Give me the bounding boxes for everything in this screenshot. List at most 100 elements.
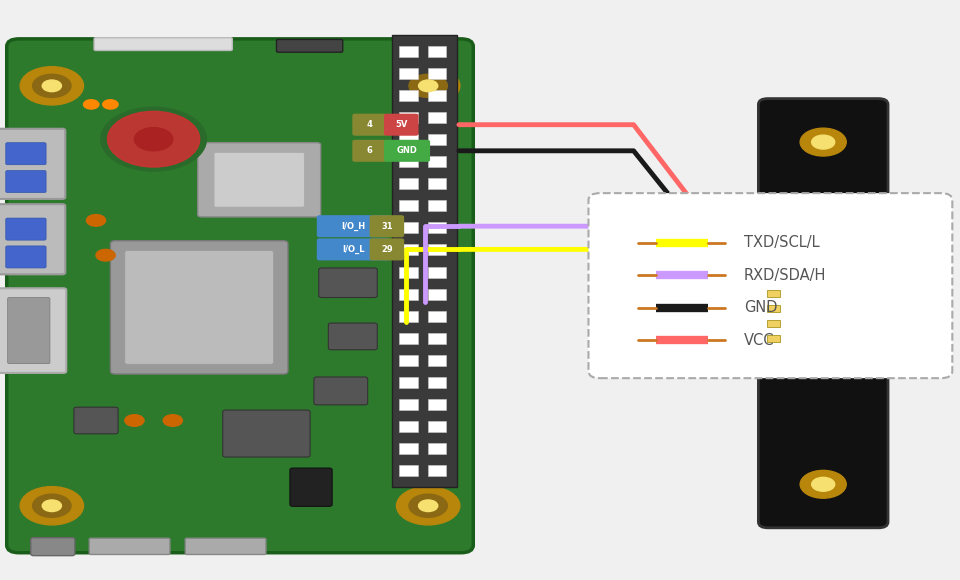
FancyBboxPatch shape: [125, 251, 274, 364]
FancyBboxPatch shape: [370, 238, 404, 260]
Bar: [399, 68, 418, 79]
Bar: [428, 333, 446, 344]
Circle shape: [419, 80, 438, 92]
Bar: [399, 222, 418, 233]
Bar: [399, 46, 418, 57]
Text: GND: GND: [396, 146, 418, 155]
FancyBboxPatch shape: [223, 410, 310, 457]
FancyBboxPatch shape: [0, 129, 65, 199]
Bar: [428, 68, 446, 79]
Bar: [428, 399, 446, 410]
Bar: [399, 178, 418, 189]
Bar: [428, 222, 446, 233]
Bar: [428, 377, 446, 388]
Bar: [428, 90, 446, 101]
Bar: [399, 90, 418, 101]
Bar: [428, 421, 446, 432]
Bar: [399, 333, 418, 344]
FancyBboxPatch shape: [6, 171, 46, 193]
Bar: [428, 156, 446, 167]
Bar: [399, 377, 418, 388]
FancyBboxPatch shape: [384, 140, 430, 162]
FancyBboxPatch shape: [6, 246, 46, 268]
Circle shape: [134, 128, 173, 151]
FancyBboxPatch shape: [317, 238, 390, 260]
Bar: [428, 443, 446, 454]
Bar: [399, 421, 418, 432]
Circle shape: [20, 67, 84, 105]
Text: 6: 6: [367, 146, 372, 155]
Bar: [399, 112, 418, 123]
Bar: [399, 399, 418, 410]
FancyBboxPatch shape: [760, 274, 795, 353]
Bar: [399, 200, 418, 211]
Text: RXD/SDA/H: RXD/SDA/H: [744, 267, 827, 282]
Circle shape: [125, 415, 144, 426]
Circle shape: [84, 100, 99, 109]
FancyBboxPatch shape: [758, 99, 888, 528]
Circle shape: [42, 500, 61, 512]
FancyBboxPatch shape: [7, 39, 473, 553]
Circle shape: [108, 111, 200, 167]
Circle shape: [33, 74, 71, 97]
FancyBboxPatch shape: [276, 39, 343, 52]
Bar: [767, 335, 780, 342]
Circle shape: [96, 249, 115, 261]
FancyBboxPatch shape: [328, 323, 377, 350]
FancyBboxPatch shape: [31, 538, 75, 556]
Text: 31: 31: [381, 222, 393, 231]
Bar: [428, 244, 446, 255]
Circle shape: [86, 215, 106, 226]
Bar: [428, 289, 446, 300]
FancyBboxPatch shape: [89, 538, 170, 554]
Bar: [428, 134, 446, 145]
FancyBboxPatch shape: [74, 407, 118, 434]
Circle shape: [103, 100, 118, 109]
Bar: [392, 35, 457, 487]
Bar: [428, 112, 446, 123]
FancyBboxPatch shape: [0, 204, 65, 274]
FancyBboxPatch shape: [319, 268, 377, 298]
Bar: [428, 355, 446, 366]
Bar: [428, 200, 446, 211]
Bar: [399, 443, 418, 454]
Text: VCC: VCC: [744, 333, 775, 348]
Circle shape: [396, 67, 460, 105]
FancyBboxPatch shape: [290, 468, 332, 506]
FancyBboxPatch shape: [370, 215, 404, 237]
Text: 4: 4: [367, 120, 372, 129]
Circle shape: [409, 494, 447, 517]
Bar: [767, 305, 780, 312]
Circle shape: [33, 494, 71, 517]
Bar: [399, 355, 418, 366]
Bar: [767, 290, 780, 297]
Bar: [767, 320, 780, 327]
Bar: [399, 134, 418, 145]
Text: TXD/SCL/L: TXD/SCL/L: [744, 235, 820, 250]
Text: I/O_H: I/O_H: [341, 222, 366, 231]
Circle shape: [409, 74, 447, 97]
Circle shape: [419, 500, 438, 512]
FancyBboxPatch shape: [185, 538, 266, 554]
Bar: [399, 289, 418, 300]
Text: GND: GND: [744, 300, 778, 316]
FancyBboxPatch shape: [352, 114, 387, 136]
FancyBboxPatch shape: [6, 218, 46, 240]
FancyBboxPatch shape: [588, 193, 952, 378]
Bar: [428, 178, 446, 189]
Circle shape: [163, 415, 182, 426]
Bar: [399, 267, 418, 278]
Circle shape: [812, 477, 835, 491]
FancyBboxPatch shape: [384, 114, 419, 136]
Bar: [399, 156, 418, 167]
FancyBboxPatch shape: [110, 241, 288, 374]
FancyBboxPatch shape: [94, 38, 232, 50]
FancyBboxPatch shape: [314, 377, 368, 405]
FancyBboxPatch shape: [8, 298, 50, 364]
Bar: [399, 465, 418, 476]
Text: I/O_L: I/O_L: [342, 245, 365, 254]
FancyBboxPatch shape: [198, 143, 321, 217]
Bar: [428, 465, 446, 476]
Text: 5V: 5V: [396, 120, 407, 129]
FancyBboxPatch shape: [317, 215, 390, 237]
